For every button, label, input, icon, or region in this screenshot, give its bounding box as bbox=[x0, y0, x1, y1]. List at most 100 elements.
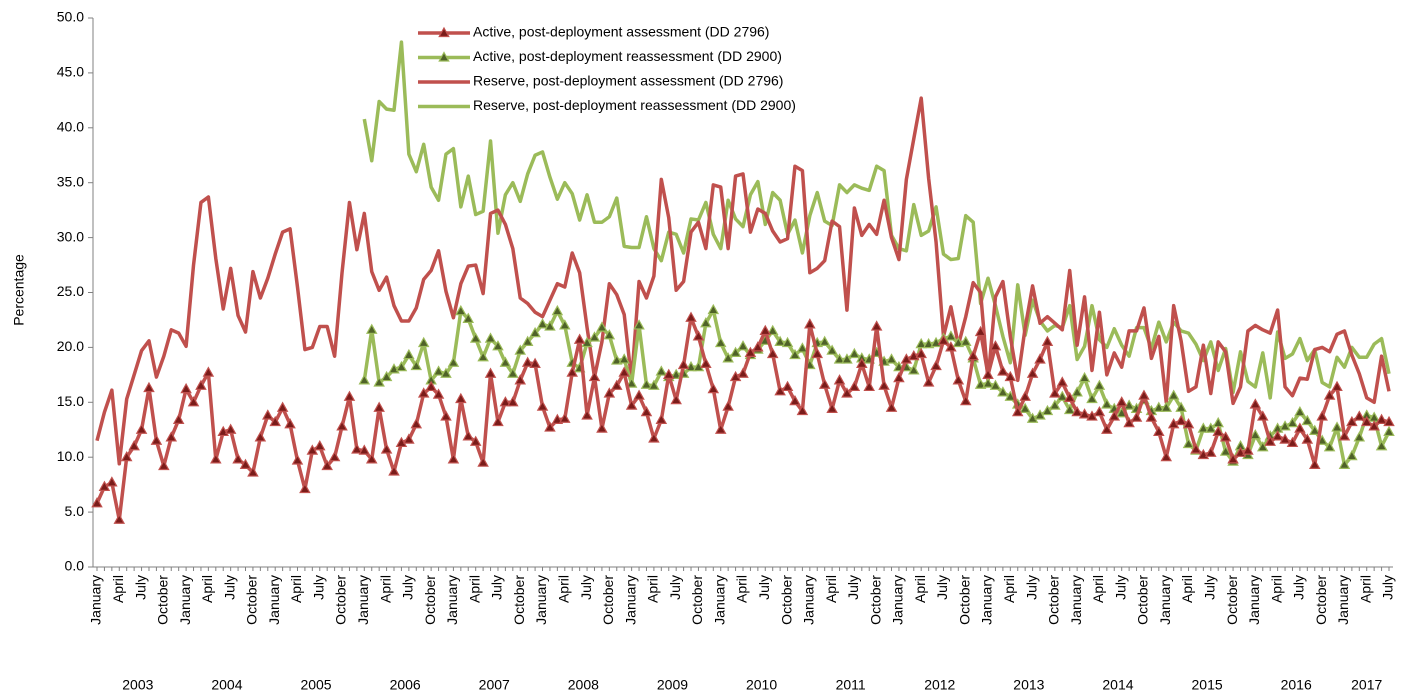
year-label: 2015 bbox=[1192, 677, 1223, 693]
y-tick-label: 10.0 bbox=[57, 448, 84, 464]
data-point bbox=[187, 396, 200, 407]
data-point bbox=[885, 353, 898, 364]
data-point bbox=[833, 374, 846, 385]
data-point bbox=[417, 336, 430, 348]
data-point bbox=[989, 340, 1002, 351]
data-point bbox=[1368, 420, 1380, 431]
data-point bbox=[1130, 411, 1143, 422]
data-point bbox=[648, 432, 660, 443]
x-tick-label: January bbox=[444, 575, 460, 625]
x-tick-label: April bbox=[110, 575, 126, 603]
x-tick-label: April bbox=[1357, 575, 1373, 603]
data-point bbox=[247, 466, 259, 477]
data-point bbox=[1026, 412, 1039, 423]
x-tick-label: July bbox=[310, 575, 326, 600]
year-label: 2017 bbox=[1351, 677, 1382, 693]
data-point bbox=[789, 394, 801, 406]
data-point bbox=[150, 434, 163, 445]
data-point bbox=[841, 353, 853, 364]
data-point bbox=[774, 335, 786, 347]
x-tick-label: October bbox=[778, 575, 794, 625]
data-point bbox=[952, 336, 965, 348]
year-label: 2004 bbox=[211, 677, 242, 693]
data-point bbox=[321, 459, 333, 471]
data-point bbox=[1145, 411, 1158, 422]
data-point bbox=[1011, 405, 1024, 417]
data-point bbox=[484, 332, 497, 343]
data-point bbox=[997, 386, 1009, 397]
data-point bbox=[1078, 408, 1091, 419]
data-point bbox=[469, 435, 482, 446]
y-tick-label: 30.0 bbox=[57, 228, 84, 244]
x-tick-label: October bbox=[1224, 575, 1240, 625]
data-point bbox=[729, 346, 742, 357]
data-point bbox=[1160, 450, 1173, 462]
data-point bbox=[440, 367, 452, 378]
data-point bbox=[1041, 335, 1054, 347]
data-point bbox=[313, 439, 326, 451]
year-label: 2010 bbox=[746, 677, 777, 693]
data-point bbox=[1331, 421, 1343, 432]
data-point bbox=[276, 401, 289, 412]
data-point bbox=[269, 415, 281, 427]
data-point bbox=[462, 312, 475, 323]
data-point bbox=[581, 336, 593, 348]
x-tick-label: April bbox=[377, 575, 393, 603]
data-point bbox=[1360, 415, 1373, 427]
x-tick-label: April bbox=[912, 575, 928, 603]
data-point bbox=[1346, 415, 1358, 427]
data-point bbox=[982, 368, 994, 379]
data-point bbox=[596, 321, 608, 332]
data-point bbox=[640, 378, 653, 389]
y-tick-label: 0.0 bbox=[65, 558, 85, 574]
data-point bbox=[655, 413, 668, 424]
data-point bbox=[477, 351, 489, 362]
data-point bbox=[1308, 424, 1321, 435]
data-point bbox=[373, 376, 385, 387]
x-tick-label: July bbox=[221, 575, 237, 600]
data-point bbox=[1182, 437, 1195, 449]
data-point bbox=[440, 410, 452, 421]
data-point bbox=[1249, 398, 1262, 409]
x-tick-label: October bbox=[1046, 575, 1062, 625]
data-point bbox=[1063, 403, 1076, 415]
year-label: 2009 bbox=[657, 677, 688, 693]
x-tick-label: January bbox=[1335, 575, 1351, 625]
data-point bbox=[529, 326, 541, 338]
data-point bbox=[573, 333, 586, 344]
data-point bbox=[1316, 410, 1328, 421]
x-tick-label: January bbox=[801, 575, 817, 625]
data-point bbox=[603, 329, 616, 340]
data-point bbox=[982, 377, 994, 388]
legend-label: Reserve, post-deployment reassessment (D… bbox=[473, 97, 796, 113]
data-point bbox=[1375, 439, 1388, 451]
x-tick-label: April bbox=[734, 575, 750, 603]
data-point bbox=[1264, 435, 1276, 446]
data-point bbox=[284, 418, 296, 429]
data-point bbox=[1279, 433, 1291, 444]
data-point bbox=[908, 364, 920, 375]
data-point bbox=[618, 353, 630, 364]
data-point bbox=[789, 348, 801, 360]
data-point bbox=[492, 415, 504, 427]
data-point bbox=[455, 392, 467, 404]
year-label: 2014 bbox=[1102, 677, 1133, 693]
data-point bbox=[1375, 413, 1388, 424]
data-point bbox=[455, 304, 467, 316]
data-point bbox=[878, 379, 890, 390]
data-point bbox=[655, 365, 668, 376]
y-tick-label: 20.0 bbox=[57, 338, 84, 354]
data-point bbox=[1175, 401, 1187, 412]
data-point bbox=[722, 400, 734, 411]
data-point bbox=[551, 304, 564, 316]
data-point bbox=[351, 443, 363, 454]
x-tick-label: July bbox=[667, 575, 683, 600]
data-point bbox=[1271, 430, 1284, 441]
x-tick-label: July bbox=[578, 575, 594, 600]
data-point bbox=[1167, 418, 1180, 429]
x-tick-label: January bbox=[622, 575, 638, 625]
data-point bbox=[1353, 410, 1366, 421]
year-label: 2012 bbox=[924, 677, 955, 693]
data-point bbox=[974, 325, 987, 337]
